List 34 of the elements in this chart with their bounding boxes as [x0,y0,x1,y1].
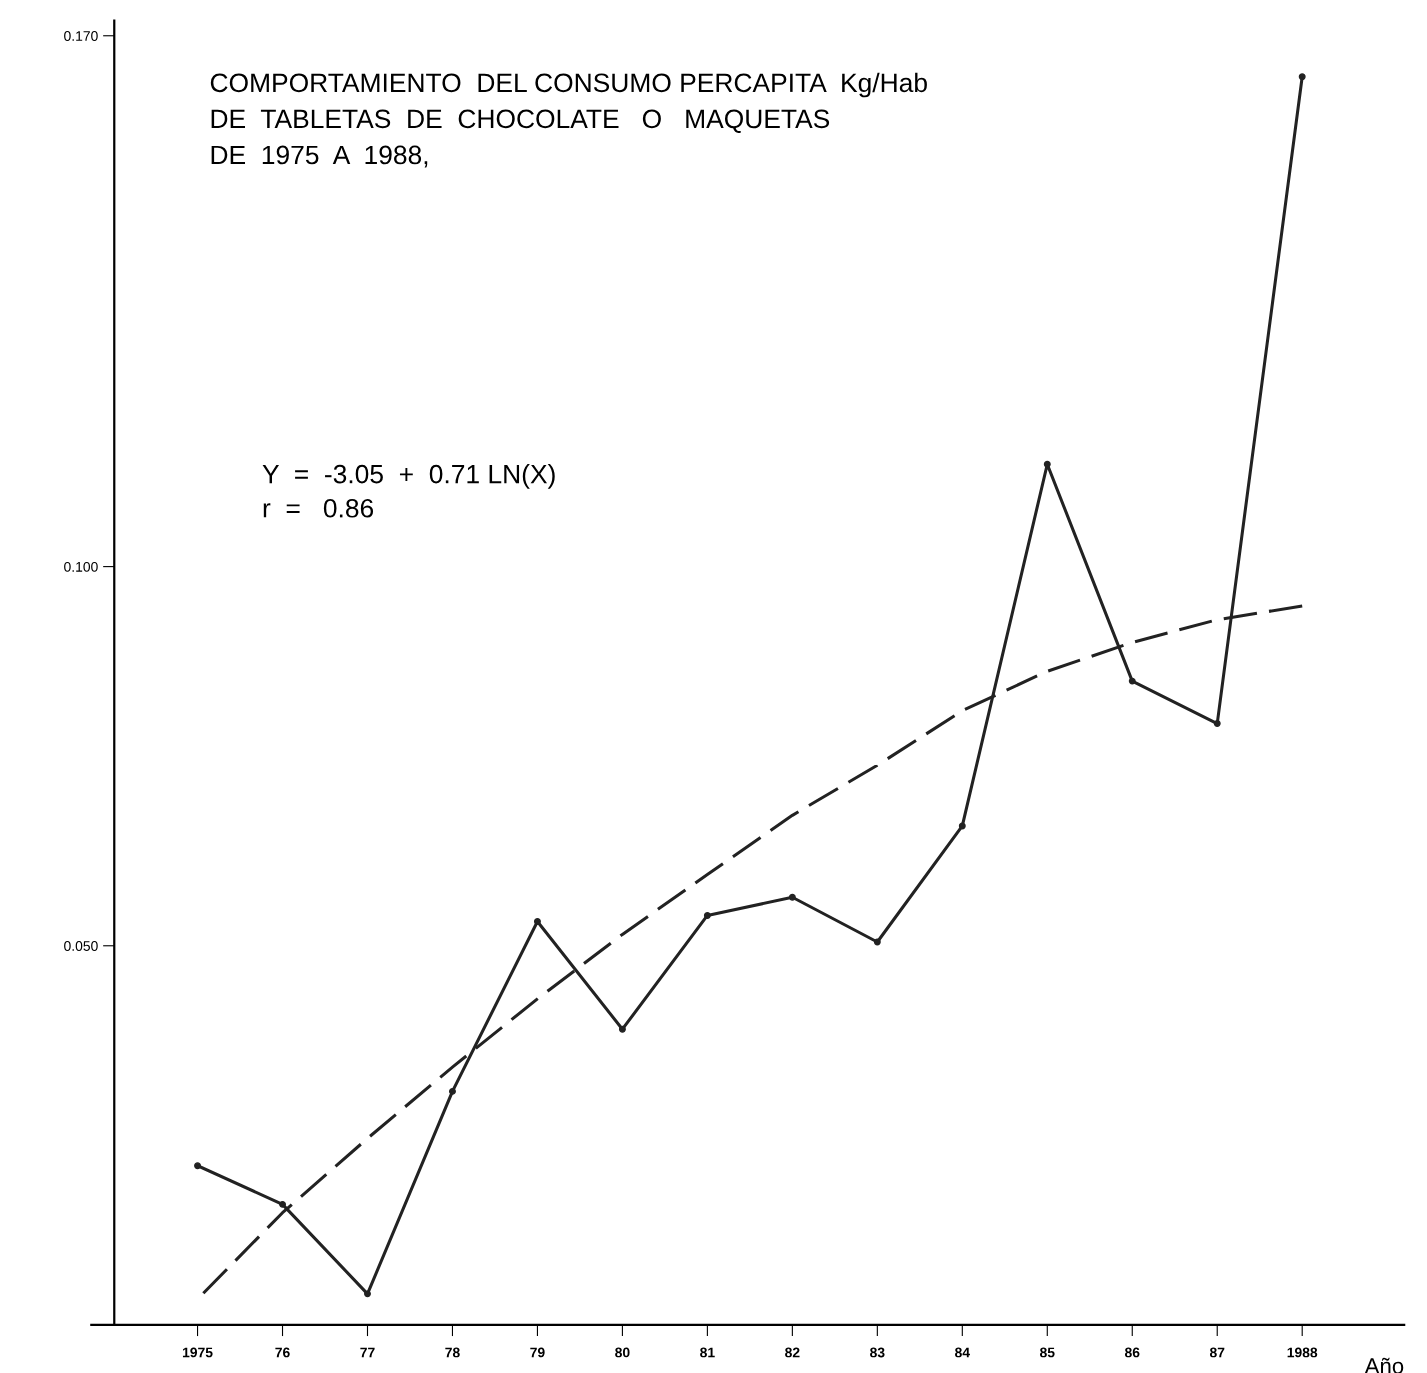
x-tick-label: 79 [530,1347,545,1358]
x-tick-label: 78 [445,1347,460,1358]
x-tick-label: 84 [955,1347,970,1358]
point [1213,720,1221,728]
x-tick-label: 85 [1040,1347,1055,1358]
point [364,1290,371,1298]
x-tick-label: 77 [360,1347,375,1358]
point [448,1087,456,1095]
point [194,1162,202,1170]
point [958,822,966,830]
point [533,918,541,925]
annotation: Y = -3.05 + 0.71 LN(X) r = 0.86 [262,464,555,518]
x-tick-label: 1988 [1287,1347,1318,1358]
x-tick-label: 1975 [182,1347,213,1358]
point [1298,73,1306,81]
y-tick-label: 0.170 [64,31,98,41]
x-tick-label: 83 [870,1347,885,1358]
point [788,893,796,901]
x-tick-label: 81 [700,1347,715,1358]
x-tick-label: 86 [1124,1347,1140,1358]
point [618,1025,626,1033]
point [279,1200,286,1208]
point [1043,460,1051,468]
x-tick-label: 80 [615,1347,630,1358]
point [873,938,881,946]
x-tick-label: 82 [785,1347,800,1358]
y-tick-label: 0.100 [64,561,98,572]
x-tick-label: 87 [1209,1347,1225,1358]
text: COMPORTAMIENTO DEL CONSUMO PERCAPITA Kg/Hab DE TABLETAS DE CHOCOLATE O MAQUETAS DE 1975 A 1988, [210,72,927,168]
point [703,911,711,919]
x-axis-title: Año [1364,1357,1404,1373]
x-tick-label: 76 [275,1347,290,1358]
point [1128,677,1136,685]
y-tick-label: 0.050 [64,941,98,951]
